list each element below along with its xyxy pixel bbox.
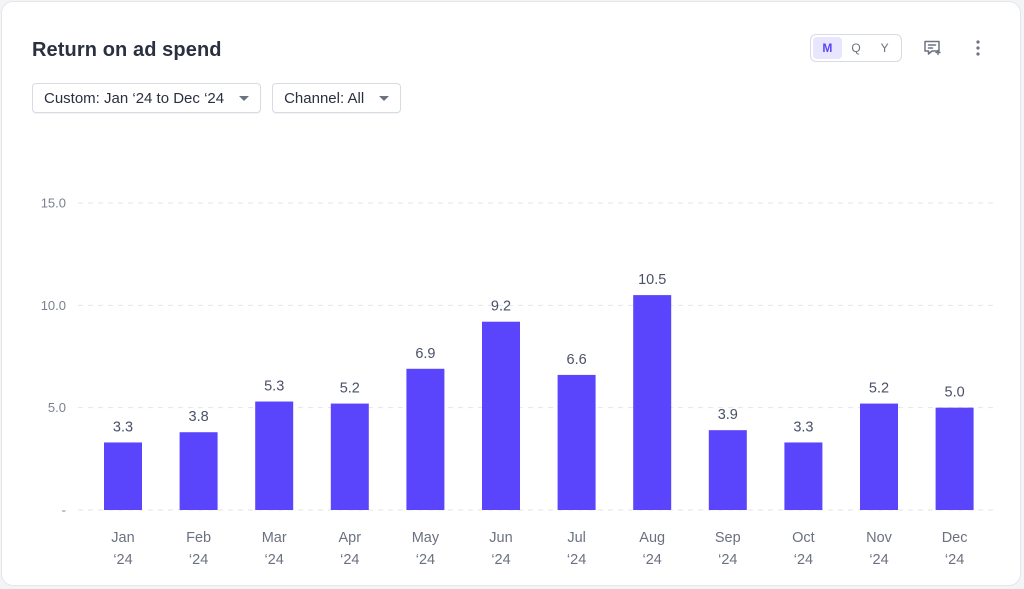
value-label: 6.9 xyxy=(415,346,435,362)
bar xyxy=(784,442,823,510)
value-label: 6.6 xyxy=(567,352,587,368)
y-axis: - 5.0 10.0 15.0 xyxy=(41,196,66,518)
x-tick-label: Feb xyxy=(186,530,211,546)
x-tick-label-year: ‘24 xyxy=(567,552,586,568)
value-label: 9.2 xyxy=(491,299,511,315)
x-tick-label-year: ‘24 xyxy=(189,552,208,568)
channel-label: Channel: All xyxy=(284,89,365,107)
more-vertical-icon xyxy=(976,40,980,56)
bar xyxy=(935,407,974,510)
value-label: 5.2 xyxy=(869,381,889,397)
bar xyxy=(406,368,445,510)
chart-title: Return on ad spend xyxy=(32,39,222,61)
x-tick-label: Oct xyxy=(792,530,815,546)
value-label: 3.3 xyxy=(793,419,813,435)
x-tick-label-year: ‘24 xyxy=(945,552,964,568)
x-tick-label: May xyxy=(412,530,440,546)
value-label: 10.5 xyxy=(638,272,666,288)
x-tick-label-year: ‘24 xyxy=(340,552,359,568)
y-tick-label: 10.0 xyxy=(41,298,66,313)
x-tick-label: Mar xyxy=(262,530,287,546)
x-tick-label: Jun xyxy=(489,530,512,546)
x-tick-label: Apr xyxy=(339,530,362,546)
y-tick-label: 5.0 xyxy=(48,400,66,415)
more-options-button[interactable] xyxy=(966,36,990,60)
chevron-down-icon xyxy=(379,95,390,101)
x-tick-label-year: ‘24 xyxy=(491,552,510,568)
value-labels: 3.3 3.8 5.3 5.2 6.9 9.2 6.6 10.5 3.9 3.3 5.2 5.0 xyxy=(113,272,965,435)
value-label: 3.3 xyxy=(113,419,133,435)
bar xyxy=(633,295,672,510)
chart-bars xyxy=(104,295,974,510)
granularity-quarter-button[interactable]: Q xyxy=(851,41,861,55)
bar xyxy=(482,321,520,510)
x-tick-label: Dec xyxy=(942,530,968,546)
granularity-toggle: M Q Y xyxy=(810,34,902,62)
value-label: 5.3 xyxy=(264,379,284,395)
x-tick-label-year: ‘24 xyxy=(718,552,737,568)
x-tick-label: Jan xyxy=(111,530,134,546)
bar xyxy=(860,403,898,510)
x-tick-label: Aug xyxy=(639,530,665,546)
value-label: 3.9 xyxy=(718,407,738,423)
granularity-month-button[interactable]: M xyxy=(813,37,842,59)
x-tick-label: Sep xyxy=(715,530,741,546)
x-tick-label: Jul xyxy=(567,530,586,546)
bar xyxy=(330,403,369,510)
x-tick-label-year: ‘24 xyxy=(794,552,813,568)
x-tick-label-year: ‘24 xyxy=(416,552,435,568)
y-tick-label: 15.0 xyxy=(41,196,66,211)
channel-dropdown[interactable]: Channel: All xyxy=(272,83,402,113)
x-tick-label: Nov xyxy=(866,530,893,546)
x-tick-label-year: ‘24 xyxy=(265,552,284,568)
x-axis: Jan ‘24 Feb ‘24 Mar ‘24 Apr ‘24 May ‘24 Jun ‘24 Jul ‘… xyxy=(111,530,967,568)
value-label: 5.0 xyxy=(945,385,965,401)
x-tick-label-year: ‘24 xyxy=(643,552,662,568)
filter-bar: Custom: Jan ‘24 to Dec ‘24 Channel: All xyxy=(32,83,402,113)
bar xyxy=(557,374,596,510)
date-range-dropdown[interactable]: Custom: Jan ‘24 to Dec ‘24 xyxy=(32,83,262,113)
comment-add-button[interactable] xyxy=(920,36,944,60)
bar xyxy=(104,442,142,510)
chevron-down-icon xyxy=(239,95,250,101)
chart-grid xyxy=(78,202,995,511)
value-label: 5.2 xyxy=(340,381,360,397)
x-tick-label-year: ‘24 xyxy=(869,552,888,568)
date-range-label: Custom: Jan ‘24 to Dec ‘24 xyxy=(44,89,225,107)
bar xyxy=(179,432,218,510)
x-tick-label-year: ‘24 xyxy=(113,552,132,568)
value-label: 3.8 xyxy=(189,409,209,425)
y-tick-label: - xyxy=(62,503,66,518)
granularity-year-button[interactable]: Y xyxy=(880,41,889,55)
comment-add-icon xyxy=(924,40,941,56)
bar xyxy=(708,430,747,510)
bar xyxy=(255,401,294,510)
